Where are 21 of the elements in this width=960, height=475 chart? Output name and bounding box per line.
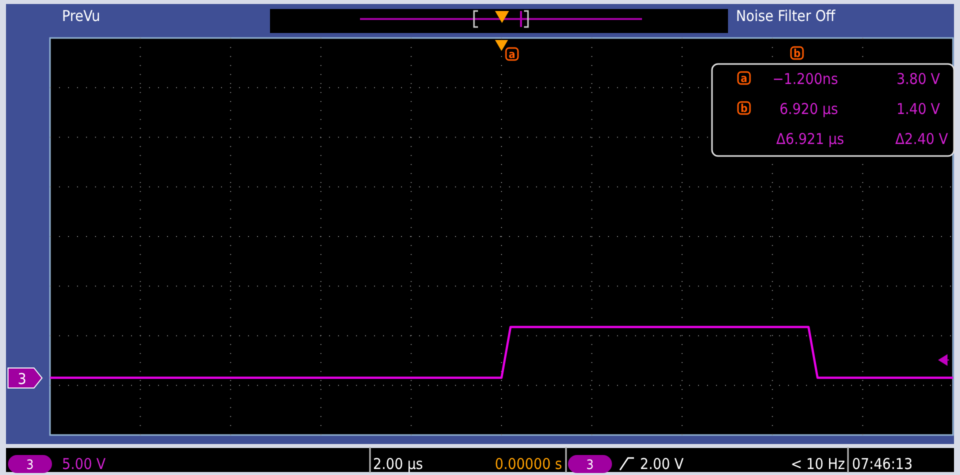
text: Noise Filter Off: [736, 7, 836, 25]
text: PreVu: [62, 7, 100, 25]
text: 07:46:13: [852, 455, 913, 473]
text: Δ2.40 V: [895, 130, 949, 148]
text: Δ6.921 µs: [776, 130, 844, 148]
text: b: [740, 102, 748, 115]
text: 3: [26, 458, 34, 473]
text: 5.00 V: [62, 455, 106, 473]
text: a: [740, 72, 748, 85]
text: 2.00 V: [640, 455, 684, 473]
text: 0.00000 s: [494, 455, 562, 473]
text: 1.40 V: [896, 100, 941, 118]
text: 3.80 V: [896, 70, 941, 88]
text: 3: [18, 370, 26, 388]
text: b: [793, 47, 801, 60]
text: 3: [586, 458, 594, 473]
text: < 10 Hz: [790, 455, 845, 473]
text: −1.200ns: [772, 70, 838, 88]
text: 6.920 µs: [779, 100, 838, 118]
text: 2.00 µs: [373, 455, 423, 473]
text: a: [508, 48, 516, 61]
